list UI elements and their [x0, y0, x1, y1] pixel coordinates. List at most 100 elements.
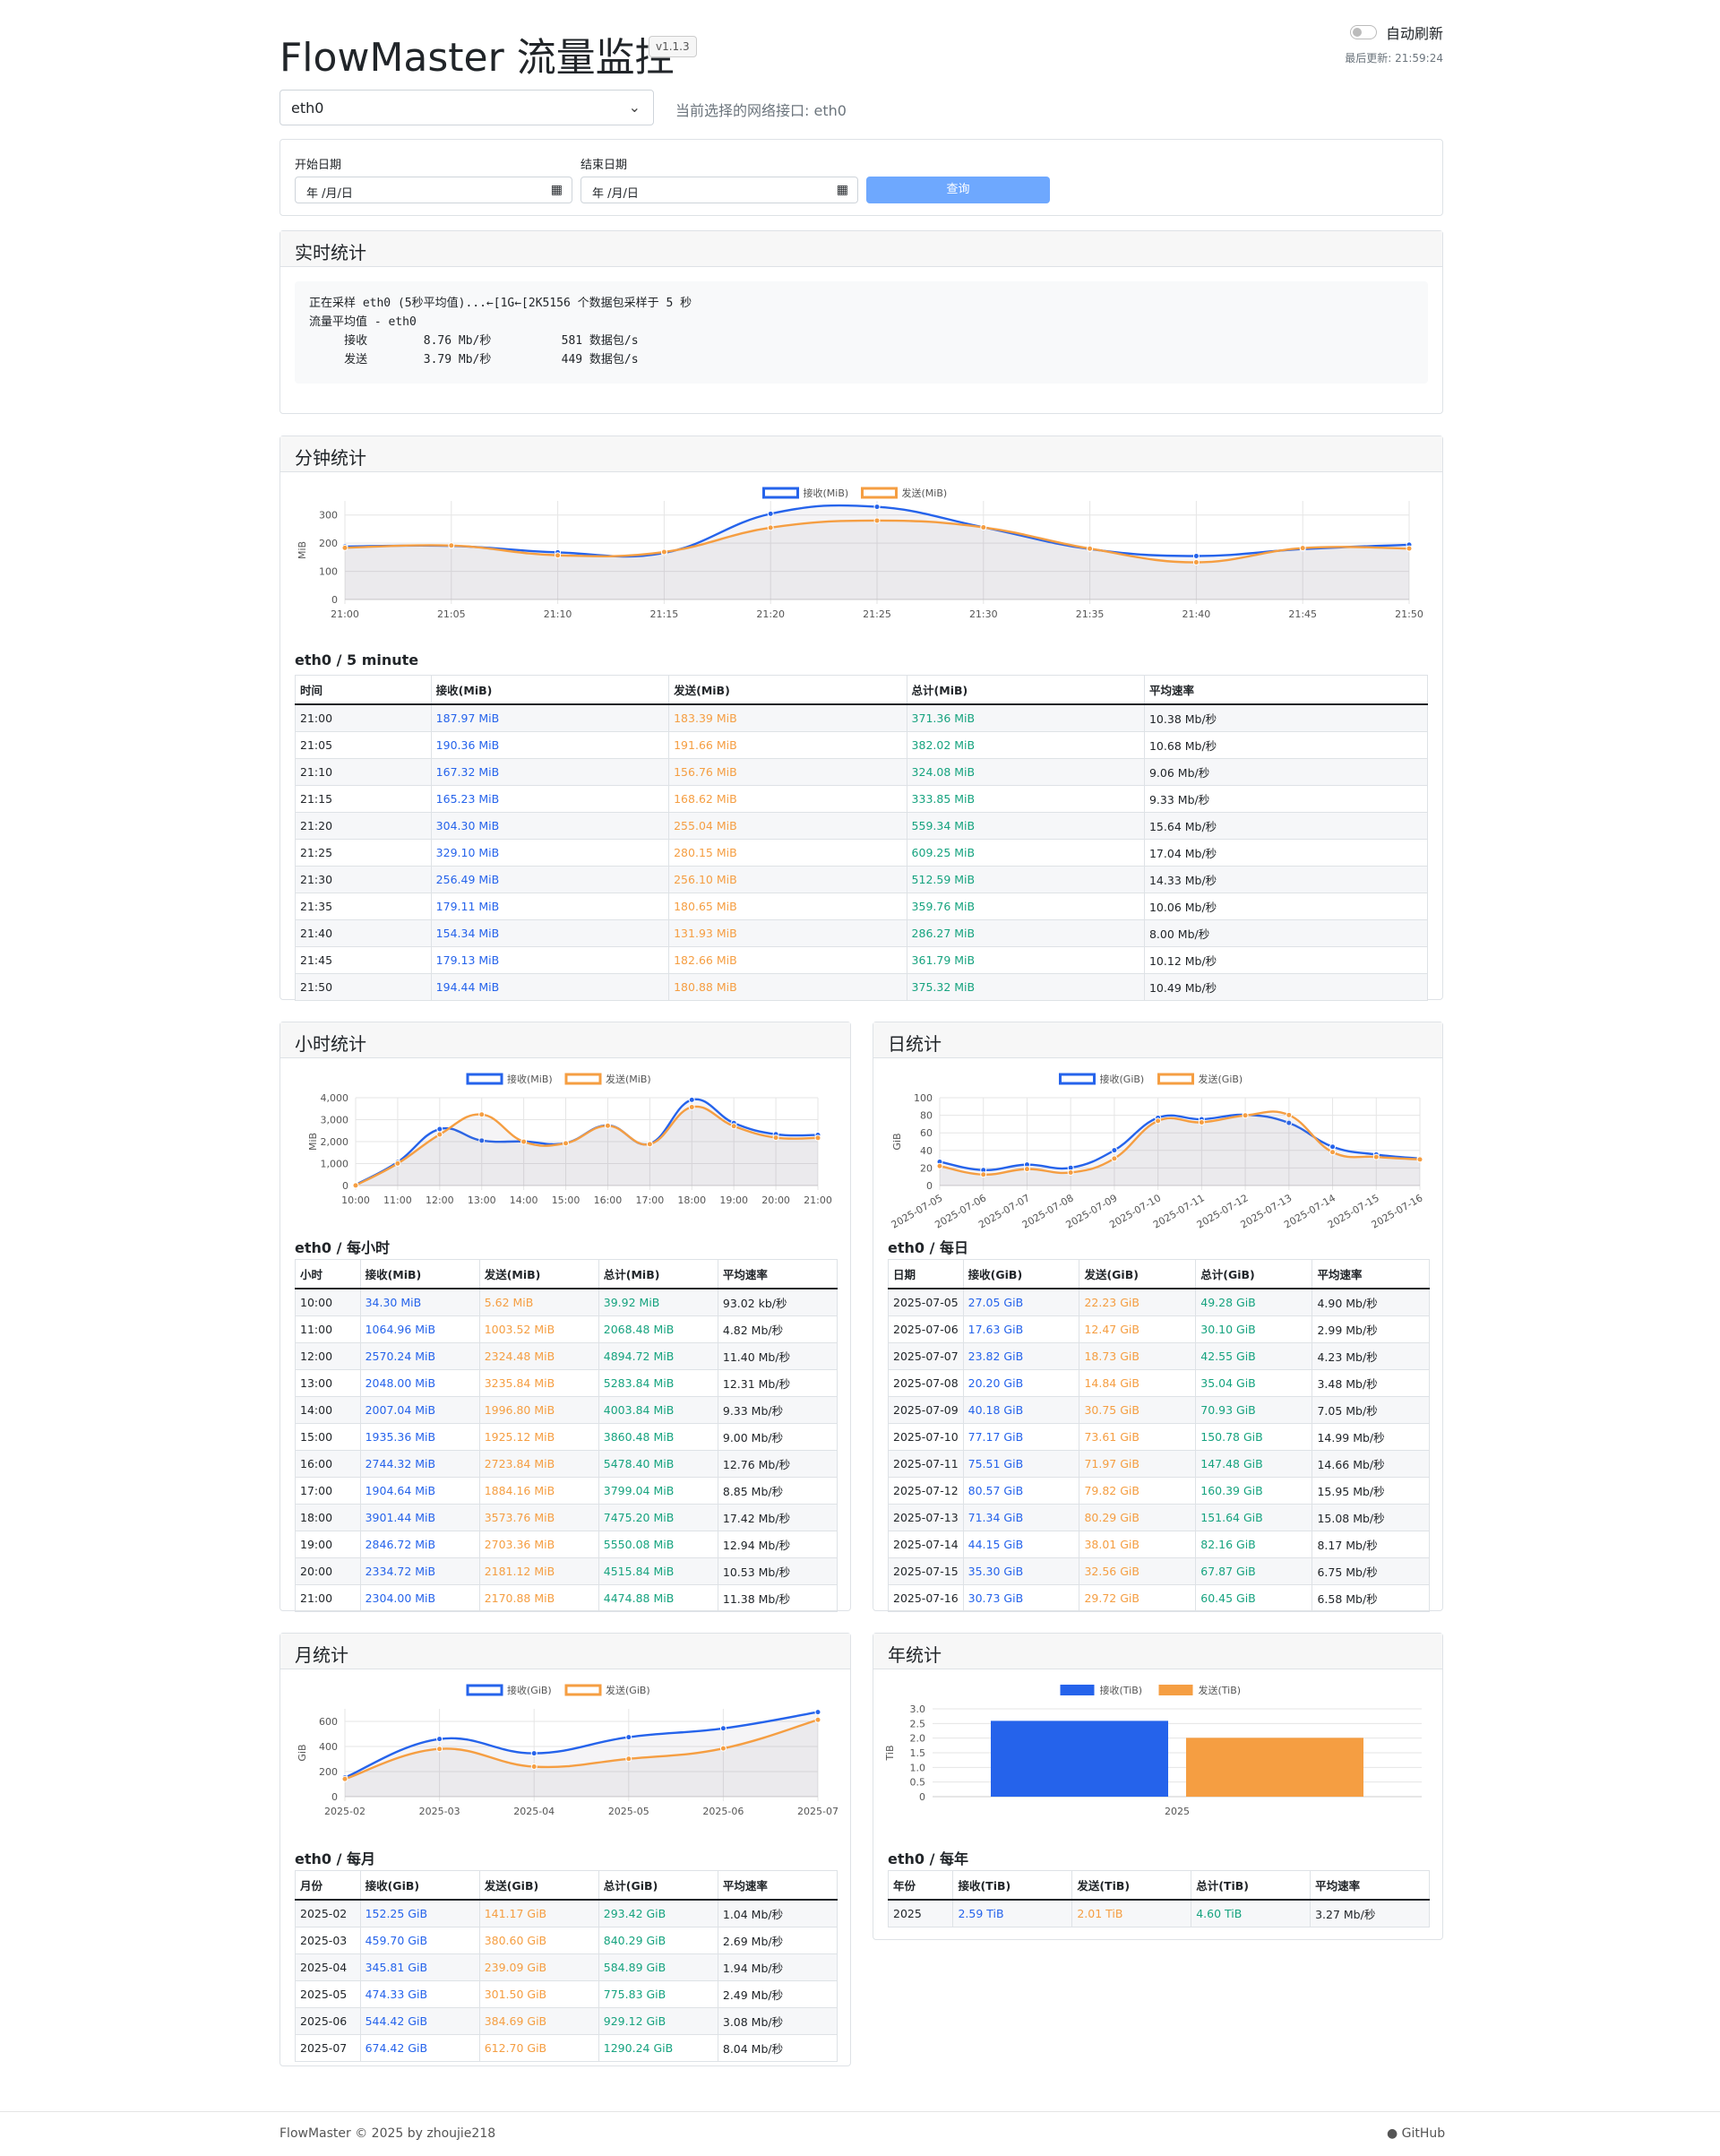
table-cell: 9.06 Mb/秒 — [1143, 758, 1429, 786]
legend-swatch — [1060, 1685, 1095, 1695]
data-point — [1416, 1156, 1423, 1163]
table-cell: 775.83 GiB — [598, 1980, 718, 2008]
table-row: 21:35 179.11 MiB 180.65 MiB 359.76 MiB 10.06… — [295, 893, 1429, 920]
year-subtitle: eth0 / 每年 — [888, 1850, 969, 1867]
table-cell: 21:05 — [295, 731, 432, 759]
table-cell: 35.04 GiB — [1195, 1369, 1313, 1397]
table-cell: 194.44 MiB — [430, 973, 670, 1001]
x-tick-label: 18:00 — [677, 1194, 706, 1206]
table-cell: 3573.76 MiB — [478, 1504, 599, 1531]
calendar-icon: ▦ — [836, 183, 848, 197]
table-cell: 929.12 GiB — [598, 2007, 718, 2035]
legend-label: 接收(GiB) — [507, 1684, 552, 1696]
table-cell: 512.59 MiB — [906, 866, 1145, 893]
column-header: 平均速率 — [717, 1870, 838, 1901]
table-cell: 21:40 — [295, 919, 432, 947]
auto-refresh-toggle[interactable] — [1349, 25, 1377, 39]
table-row: 2025-07-15 35.30 GiB 32.56 GiB 67.87 GiB 6.7… — [888, 1557, 1430, 1585]
github-link[interactable]: ● GitHub — [1387, 2126, 1445, 2141]
legend-label: 发送(TiB) — [1199, 1684, 1242, 1696]
table-row: 21:45 179.13 MiB 182.66 MiB 361.79 MiB 10.12… — [295, 946, 1429, 974]
table-cell: 359.76 MiB — [906, 893, 1145, 920]
table-cell: 18:00 — [295, 1504, 361, 1531]
series-area — [356, 1099, 818, 1186]
table-cell: 40.18 GiB — [962, 1396, 1080, 1424]
data-point — [660, 548, 667, 556]
x-tick-label: 11:00 — [383, 1194, 412, 1206]
table-cell: 2170.88 MiB — [478, 1584, 599, 1612]
table-cell: 5.62 MiB — [478, 1288, 599, 1316]
column-header: 平均速率 — [1310, 1870, 1430, 1901]
table-cell: 8.17 Mb/秒 — [1312, 1531, 1430, 1558]
x-tick-label: 21:30 — [969, 608, 998, 620]
table-cell: 2025-04 — [295, 1953, 361, 1981]
table-cell: 2025-07 — [295, 2034, 361, 2062]
table-cell: 75.51 GiB — [962, 1450, 1080, 1478]
table-cell: 44.15 GiB — [962, 1531, 1080, 1558]
interface-select[interactable]: eth0 ⌄ — [280, 90, 654, 125]
table-cell: 612.70 GiB — [478, 2034, 599, 2062]
x-tick-label: 13:00 — [468, 1194, 496, 1206]
table-cell: 3.08 Mb/秒 — [717, 2007, 838, 2035]
table-cell: 150.78 GiB — [1195, 1423, 1313, 1451]
table-cell: 2744.32 MiB — [359, 1450, 480, 1478]
data-point — [520, 1138, 528, 1145]
query-button[interactable]: 查询 — [866, 177, 1050, 203]
column-header: 小时 — [295, 1259, 361, 1289]
table-cell: 8.00 Mb/秒 — [1143, 919, 1429, 947]
y-axis-label: GiB — [297, 1744, 308, 1761]
table-cell: 1064.96 MiB — [359, 1315, 480, 1343]
table-cell: 361.79 MiB — [906, 946, 1145, 974]
table-cell: 4.60 TiB — [1191, 1899, 1312, 1927]
table-cell: 2007.04 MiB — [359, 1396, 480, 1424]
data-point — [767, 510, 774, 517]
data-point — [352, 1182, 359, 1189]
table-cell: 67.87 GiB — [1195, 1557, 1313, 1585]
table-row: 2025-07-14 44.15 GiB 38.01 GiB 82.16 GiB 8.1… — [888, 1531, 1430, 1558]
day-table: 日期 接收(GiB) 发送(GiB) 总计(GiB) 平均速率 2025-07-05 27.… — [888, 1259, 1430, 1612]
table-cell: 5478.40 MiB — [598, 1450, 718, 1478]
column-header: 平均速率 — [1312, 1259, 1430, 1289]
x-tick-label: 15:00 — [552, 1194, 580, 1206]
table-cell: 333.85 MiB — [906, 785, 1145, 813]
y-axis-label: TiB — [884, 1746, 896, 1762]
table-cell: 12.31 Mb/秒 — [717, 1369, 838, 1397]
data-point — [936, 1162, 943, 1169]
x-tick-label: 10:00 — [341, 1194, 370, 1206]
table-cell: 239.09 GiB — [478, 1953, 599, 1981]
table-cell: 14:00 — [295, 1396, 361, 1424]
y-tick-label: 100 — [914, 1092, 933, 1104]
legend-label: 接收(MiB) — [804, 487, 849, 499]
table-cell: 160.39 GiB — [1195, 1477, 1313, 1505]
table-cell: 1925.12 MiB — [478, 1423, 599, 1451]
column-header: 年份 — [887, 1870, 954, 1901]
table-cell: 21:25 — [295, 839, 432, 867]
table-cell: 10.12 Mb/秒 — [1143, 946, 1429, 974]
table-cell: 2025 — [887, 1899, 954, 1927]
start-date-label: 开始日期 — [295, 159, 342, 172]
data-point — [555, 552, 562, 559]
table-row: 21:10 167.32 MiB 156.76 MiB 324.08 MiB 9.06 … — [295, 758, 1429, 786]
table-cell: 371.36 MiB — [906, 703, 1145, 732]
table-cell: 3235.84 MiB — [478, 1369, 599, 1397]
table-header-row: 月份 接收(GiB) 发送(GiB) 总计(GiB) 平均速率 — [295, 1870, 838, 1901]
table-cell: 2.01 TiB — [1071, 1899, 1192, 1927]
series-area — [345, 505, 1409, 599]
column-header: 月份 — [295, 1870, 361, 1901]
table-cell: 21:00 — [295, 703, 432, 732]
table-cell: 559.34 MiB — [906, 812, 1145, 840]
end-date-input[interactable]: 年 /月/日 ▦ — [580, 177, 858, 203]
data-point — [563, 1140, 570, 1147]
end-date-label: 结束日期 — [580, 159, 628, 172]
table-row: 2025-07-07 23.82 GiB 18.73 GiB 42.55 GiB 4.2… — [888, 1342, 1430, 1370]
table-cell: 2025-05 — [295, 1980, 361, 2008]
start-date-value: 年 /月/日 — [306, 187, 353, 201]
table-row: 21:25 329.10 MiB 280.15 MiB 609.25 MiB 17.04… — [295, 839, 1429, 867]
legend-label: 接收(TiB) — [1100, 1684, 1143, 1696]
table-header-row: 日期 接收(GiB) 发送(GiB) 总计(GiB) 平均速率 — [888, 1259, 1430, 1289]
table-row: 21:30 256.49 MiB 256.10 MiB 512.59 MiB 14.33… — [295, 866, 1429, 893]
data-point — [1406, 545, 1413, 552]
table-row: 2025 2.59 TiB 2.01 TiB 4.60 TiB 3.27 Mb/秒 — [887, 1899, 1430, 1927]
start-date-input[interactable]: 年 /月/日 ▦ — [295, 177, 572, 203]
table-cell: 15.08 Mb/秒 — [1312, 1504, 1430, 1531]
